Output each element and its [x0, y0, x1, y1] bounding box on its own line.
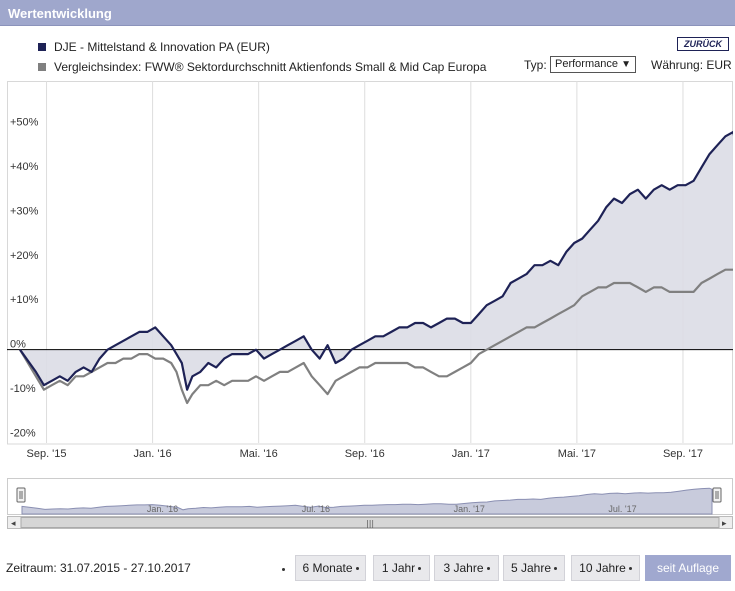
y-tick-label: 0%: [10, 339, 26, 351]
dropdown-arrow-icon: ▼: [621, 59, 631, 70]
y-tick-label: +50%: [10, 116, 39, 128]
navigator-handle-right[interactable]: [712, 487, 722, 503]
y-tick-label: -20%: [10, 428, 36, 440]
typ-label: Typ:: [524, 58, 547, 72]
typ-select[interactable]: Performance ▼: [550, 56, 636, 73]
x-tick-label: Sep. '17: [663, 448, 703, 460]
y-tick-label: +30%: [10, 205, 39, 217]
range-button-label: 6 Monate: [302, 561, 353, 575]
range-button-label: seit Auflage: [656, 561, 720, 575]
scroll-left-icon[interactable]: ◂: [11, 519, 16, 529]
y-tick-label: +20%: [10, 250, 39, 262]
scrollbar-grip-icon: |||: [366, 519, 374, 528]
navigator-label: Jul. '16: [302, 504, 330, 514]
legend-label-index: Vergleichsindex: FWW® Sektordurchschnitt…: [54, 60, 487, 74]
navigator-handle-left[interactable]: [16, 487, 26, 503]
x-axis-ticks: Sep. '15 Jan. '16 Mai. '16 Sep. '16 Jan. '17…: [27, 448, 703, 460]
x-tick-label: Jan. '17: [452, 448, 490, 460]
navigator-area: [21, 487, 713, 515]
x-tick-label: Mai. '17: [558, 448, 596, 460]
legend-item-index[interactable]: Vergleichsindex: FWW® Sektordurchschnitt…: [38, 57, 486, 77]
range-button-label: 1 Jahr: [381, 561, 416, 575]
range-dot-icon: [628, 567, 632, 571]
x-tick-label: Jan. '16: [133, 448, 171, 460]
fund-area: [20, 132, 733, 390]
x-tick-label: Mai. '16: [240, 448, 278, 460]
range-button-0[interactable]: 6 Monate: [295, 555, 366, 581]
navigator-label: Jan. '16: [147, 504, 178, 514]
legend-label-fund: DJE - Mittelstand & Innovation PA (EUR): [54, 40, 270, 54]
date-range-label: Zeitraum: 31.07.2015 - 27.10.2017: [6, 561, 191, 575]
legend-item-fund[interactable]: DJE - Mittelstand & Innovation PA (EUR): [38, 37, 486, 57]
range-dot-icon: [486, 567, 490, 571]
performance-chart: -20% -10% 0% +10% +20% +30% +40% +50% Sep. '15 J…: [7, 81, 733, 460]
range-dot-icon: [355, 567, 359, 571]
range-button-label: 5 Jahre: [510, 561, 552, 575]
range-button-3[interactable]: 5 Jahre: [503, 555, 565, 581]
range-button-4[interactable]: 10 Jahre: [571, 555, 640, 581]
scrollbar-thumb[interactable]: [20, 517, 720, 528]
navigator-label: Jan. '17: [454, 504, 485, 514]
header-bar: Wertentwicklung: [0, 0, 735, 26]
y-tick-label: +10%: [10, 294, 39, 306]
range-button-5[interactable]: seit Auflage: [645, 555, 731, 581]
range-button-1[interactable]: 1 Jahr: [373, 555, 430, 581]
legend-swatch-index: [38, 63, 46, 71]
x-tick-label: Sep. '16: [345, 448, 385, 460]
x-tick-label: Sep. '15: [27, 448, 67, 460]
back-button[interactable]: ZURÜCK: [677, 37, 729, 51]
currency-label: Währung: EUR: [651, 58, 732, 72]
range-button-label: 3 Jahre: [443, 561, 484, 575]
range-button-label: 10 Jahre: [579, 561, 626, 575]
navigator-label: Jul. '17: [608, 504, 636, 514]
navigator-content: Jan. '16 Jul. '16 Jan. '17 Jul. '17 ◂ ▸ |||: [7, 478, 733, 529]
chart-legend: DJE - Mittelstand & Innovation PA (EUR) …: [38, 37, 486, 77]
y-tick-label: -10%: [10, 383, 36, 395]
range-dot-icon: [554, 567, 558, 571]
typ-select-value: Performance: [555, 58, 618, 70]
chart-navigator[interactable]: Jan. '16 Jul. '16 Jan. '17 Jul. '17 ◂ ▸ |||: [7, 478, 733, 530]
range-dot: [282, 568, 285, 571]
series-line-index: [19, 268, 733, 405]
range-dot-icon: [418, 567, 422, 571]
legend-swatch-fund: [38, 43, 46, 51]
scroll-right-icon[interactable]: ▸: [722, 519, 727, 529]
range-button-2[interactable]: 3 Jahre: [434, 555, 499, 581]
series-line-fund: [19, 130, 733, 391]
chart-series: [7, 130, 733, 405]
page-title: Wertentwicklung: [8, 6, 112, 21]
y-axis-ticks: -20% -10% 0% +10% +20% +30% +40% +50%: [10, 116, 39, 439]
y-tick-label: +40%: [10, 161, 39, 173]
